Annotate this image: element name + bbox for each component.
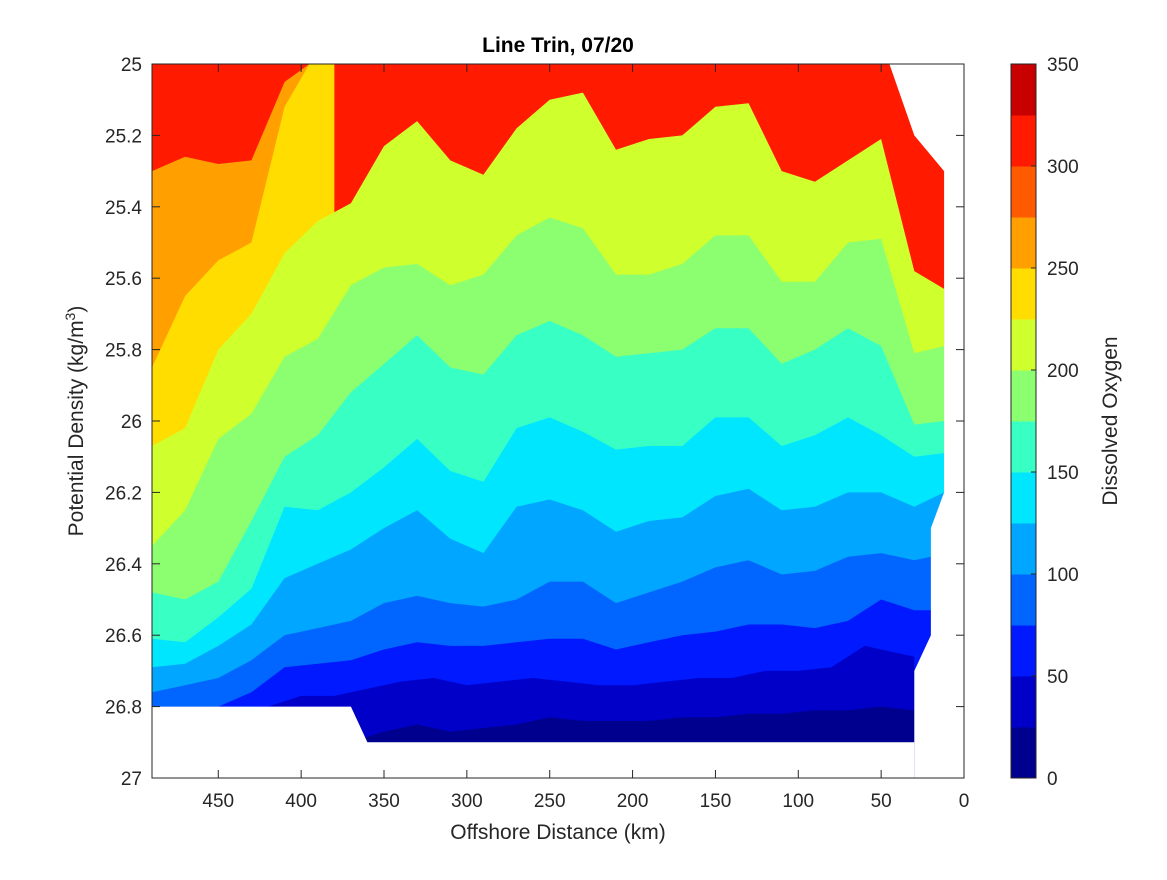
y-tick-label: 25.6 xyxy=(105,269,142,290)
x-axis-label: Offshore Distance (km) xyxy=(450,821,666,844)
colorbar-frame xyxy=(1010,63,1037,779)
y-tick-label: 25.8 xyxy=(105,341,142,362)
colorbar-segment xyxy=(1011,166,1036,218)
colorbar-segment xyxy=(1011,472,1036,524)
y-axis-ticks: 25 25.2 25.4 25.6 25.8 26 26.2 26.4 26.6 26.8 27 xyxy=(105,55,964,790)
colorbar-tick-label: 300 xyxy=(1047,157,1079,178)
colorbar-segment xyxy=(1011,625,1036,677)
y-tick-label: 25.4 xyxy=(105,198,142,219)
x-tick-label: 0 xyxy=(959,791,970,812)
colorbar-tick-label: 250 xyxy=(1047,259,1079,280)
y-axis-label-superscript: 3 xyxy=(62,312,78,320)
colorbar-segment xyxy=(1011,370,1036,422)
colorbar-segment xyxy=(1011,268,1036,320)
x-tick-label: 350 xyxy=(368,791,400,812)
colorbar-tick-label: 350 xyxy=(1047,55,1079,76)
y-tick-label: 25 xyxy=(121,55,142,76)
y-axis-label-end: ) xyxy=(65,306,88,313)
x-tick-label: 150 xyxy=(700,791,732,812)
colorbar-tick-label: 200 xyxy=(1047,361,1079,382)
y-tick-label: 26 xyxy=(121,412,142,433)
colorbar-segment xyxy=(1011,574,1036,626)
x-tick-label: 100 xyxy=(782,791,814,812)
no-data-mask-offshore xyxy=(889,64,964,778)
y-tick-label: 26.6 xyxy=(105,626,142,647)
x-tick-label: 300 xyxy=(451,791,483,812)
y-tick-label: 26.4 xyxy=(105,555,142,576)
contour-region-300 xyxy=(889,64,925,172)
colorbar-tick-label: 0 xyxy=(1047,769,1058,790)
x-tick-label: 250 xyxy=(534,791,566,812)
x-tick-label: 450 xyxy=(202,791,234,812)
y-tick-label: 26.8 xyxy=(105,698,142,719)
contour-fill-layer xyxy=(152,64,964,778)
y-axis-label-main: Potential Density (kg/m xyxy=(65,320,88,536)
colorbar-segment xyxy=(1011,64,1036,116)
colorbar-segment xyxy=(1011,676,1036,728)
colorbar-tick-label: 50 xyxy=(1047,667,1068,688)
colorbar-segment xyxy=(1011,727,1036,779)
colorbar-segment xyxy=(1011,217,1036,269)
no-data-mask-bottom xyxy=(152,706,915,778)
x-tick-label: 400 xyxy=(285,791,317,812)
colorbar-tick-label: 100 xyxy=(1047,565,1079,586)
y-tick-label: 27 xyxy=(121,769,142,790)
colorbar-segment xyxy=(1011,319,1036,371)
y-tick-label: 25.2 xyxy=(105,126,142,147)
x-tick-label: 200 xyxy=(617,791,649,812)
no-data-mask-layer xyxy=(152,64,964,778)
colorbar xyxy=(1011,64,1036,779)
colorbar-label: Dissolved Oxygen xyxy=(1099,336,1122,505)
x-axis-ticks: 450 400 350 300 250 200 150 100 50 0 xyxy=(202,64,969,812)
colorbar-tick-label: 150 xyxy=(1047,463,1079,484)
y-axis-label: Potential Density (kg/m3) xyxy=(62,306,88,537)
colorbar-ticks: 0 50 100 150 200 250 300 350 xyxy=(1031,55,1079,790)
chart-title: Line Trin, 07/20 xyxy=(482,34,634,57)
colorbar-segment xyxy=(1011,115,1036,167)
colorbar-segment xyxy=(1011,421,1036,473)
y-tick-label: 26.2 xyxy=(105,483,142,504)
x-tick-label: 50 xyxy=(871,791,892,812)
colorbar-segment xyxy=(1011,523,1036,575)
